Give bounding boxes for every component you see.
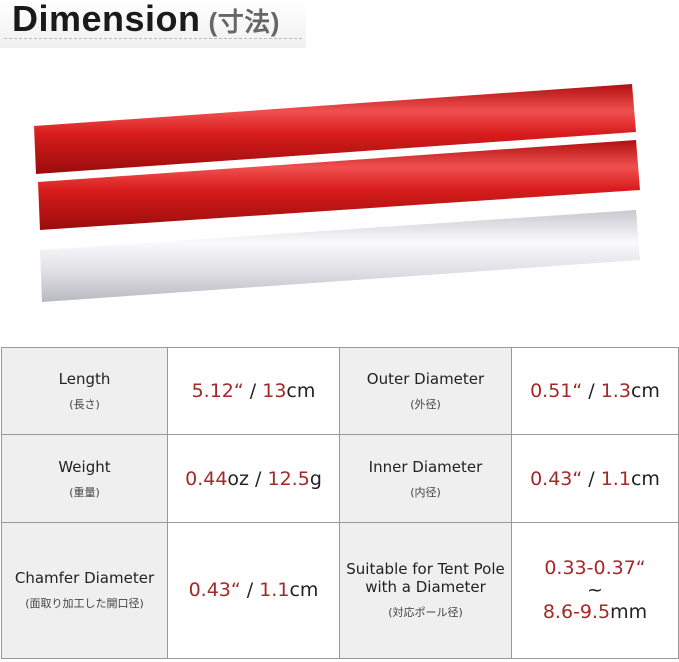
spec-label-cell: Chamfer Diameter (面取り加工した開口径)	[1, 521, 168, 660]
spec-label: Inner Diameter	[368, 457, 483, 476]
spec-label-cell: Weight (重量)	[1, 434, 168, 523]
spec-label-jp: (内径)	[410, 485, 441, 499]
spec-label-jp: (重量)	[69, 485, 100, 499]
spec-label-jp: (長さ)	[69, 398, 100, 412]
spec-value-part: 0.44	[185, 467, 228, 490]
spec-label-cell: Outer Diameter (外径)	[339, 346, 512, 436]
page-title: Dimension (寸法)	[12, 0, 280, 40]
table-row: Weight (重量) 0.44oz / 12.5g Inner Diameter (内…	[1, 434, 679, 523]
spec-value-part: 0.43“	[530, 467, 583, 490]
spec-value-part: 12.5	[267, 467, 310, 490]
spec-table: Length (長さ) 5.12“ / 13cm Outer Diameter (外径)…	[1, 346, 679, 660]
title-jp: (寸法)	[208, 7, 280, 37]
spec-value-cell: 0.43“ / 1.1cm	[167, 521, 340, 660]
rod-red-1	[34, 84, 636, 174]
spec-value-part: g	[309, 467, 322, 490]
spec-value-part: cm	[286, 380, 316, 403]
spec-value-part: 0.33-0.37“	[544, 557, 646, 580]
spec-value-part: cm	[630, 467, 660, 490]
spec-label: Length	[58, 370, 111, 389]
spec-value-part: cm	[289, 579, 319, 602]
divider	[4, 38, 302, 39]
spec-label-cell: Length (長さ)	[1, 346, 168, 436]
spec-value-part: 1.1	[259, 579, 290, 602]
spec-value-part: 8.6-9.5	[542, 601, 611, 624]
spec-value-part: 5.12“	[191, 380, 244, 403]
spec-value-cell: 0.43“ / 1.1cm	[511, 434, 679, 523]
spec-value-cell: 0.51“ / 1.3cm	[511, 346, 679, 436]
spec-value-cell: 5.12“ / 13cm	[167, 346, 340, 436]
spec-value-part: /	[582, 467, 601, 490]
spec-value-part: /	[243, 380, 263, 403]
spec-label-cell: Suitable for Tent Pole with a Diameter (対…	[339, 521, 512, 660]
title-text: Dimension	[12, 0, 201, 39]
spec-value-part: /	[582, 380, 601, 403]
spec-label: Weight	[58, 457, 111, 476]
spec-value-separator: ~	[587, 579, 603, 602]
table-row: Chamfer Diameter (面取り加工した開口径) 0.43“ / 1.1c…	[1, 521, 679, 660]
product-image-rods	[34, 84, 640, 302]
spec-label: Outer Diameter	[366, 370, 485, 389]
rod-silver	[40, 210, 640, 302]
spec-label-jp: (面取り加工した開口径)	[25, 597, 144, 611]
spec-label-jp: (対応ポール径)	[388, 606, 463, 620]
spec-value-cell: 0.33-0.37“ ~8.6-9.5mm	[511, 521, 679, 660]
spec-value-part: oz /	[227, 467, 268, 490]
table-row: Length (長さ) 5.12“ / 13cm Outer Diameter (外径)…	[1, 346, 679, 436]
spec-value-part: 13	[262, 380, 287, 403]
spec-value-part: 0.51“	[530, 380, 583, 403]
spec-label: Chamfer Diameter	[14, 569, 155, 588]
spec-value-cell: 0.44oz / 12.5g	[167, 434, 340, 523]
rod-red-2	[38, 140, 640, 230]
spec-value-part: 1.3	[600, 380, 631, 403]
spec-value-part: cm	[630, 380, 660, 403]
spec-label: Suitable for Tent Pole with a Diameter	[346, 560, 505, 597]
spec-value-part: 0.43“	[188, 579, 241, 602]
spec-value-part: 1.1	[600, 467, 631, 490]
spec-value-part: mm	[610, 601, 648, 624]
spec-label-cell: Inner Diameter (内径)	[339, 434, 512, 523]
spec-label-jp: (外径)	[410, 398, 441, 412]
spec-value-part: /	[240, 579, 260, 602]
section-header: Dimension (寸法)	[0, 0, 306, 48]
